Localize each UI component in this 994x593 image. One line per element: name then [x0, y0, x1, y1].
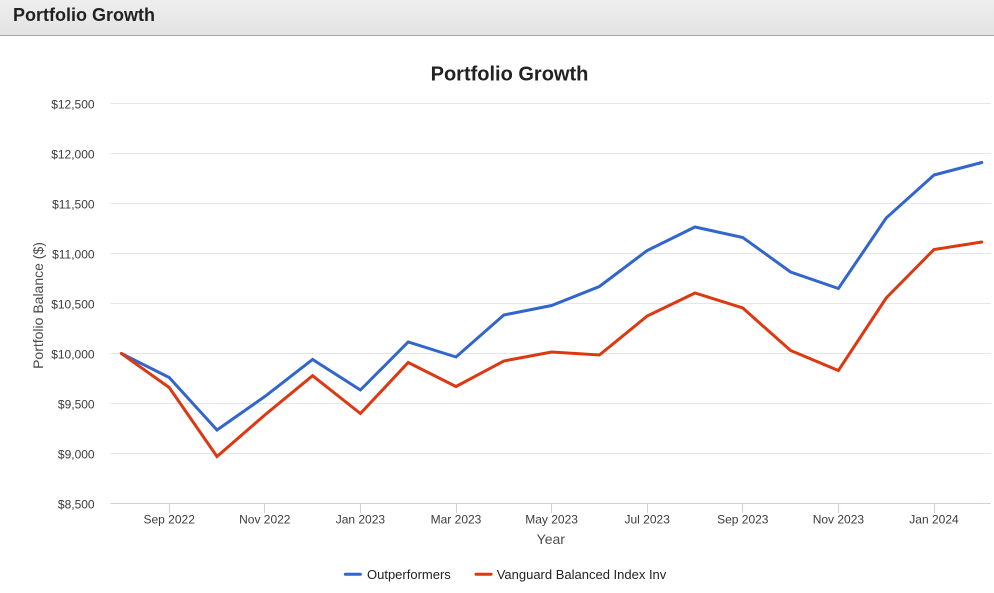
- svg-text:$10,500: $10,500: [51, 297, 95, 311]
- svg-text:Jan 2024: Jan 2024: [909, 513, 959, 527]
- svg-text:$8,500: $8,500: [58, 497, 95, 511]
- svg-text:Mar 2023: Mar 2023: [431, 513, 482, 527]
- svg-text:Portfolio Growth: Portfolio Growth: [431, 63, 589, 85]
- svg-text:Year: Year: [537, 531, 566, 547]
- svg-text:May 2023: May 2023: [525, 513, 578, 527]
- svg-text:Nov 2022: Nov 2022: [239, 513, 291, 527]
- svg-text:Sep 2022: Sep 2022: [144, 513, 196, 527]
- svg-text:Jul 2023: Jul 2023: [625, 513, 671, 527]
- svg-text:Outperformers: Outperformers: [367, 567, 451, 582]
- svg-text:$12,500: $12,500: [51, 97, 95, 111]
- svg-text:Portfolio Balance ($): Portfolio Balance ($): [30, 242, 46, 369]
- svg-text:Sep 2023: Sep 2023: [717, 513, 769, 527]
- svg-text:$11,000: $11,000: [52, 247, 95, 261]
- svg-text:Nov 2023: Nov 2023: [813, 513, 865, 527]
- svg-text:$12,000: $12,000: [51, 147, 95, 161]
- svg-text:$9,000: $9,000: [58, 447, 95, 461]
- svg-text:$10,000: $10,000: [51, 347, 95, 361]
- svg-text:Jan 2023: Jan 2023: [336, 513, 386, 527]
- svg-text:Vanguard Balanced Index Inv: Vanguard Balanced Index Inv: [497, 567, 667, 582]
- svg-text:$9,500: $9,500: [58, 397, 95, 411]
- svg-text:$11,500: $11,500: [52, 197, 95, 211]
